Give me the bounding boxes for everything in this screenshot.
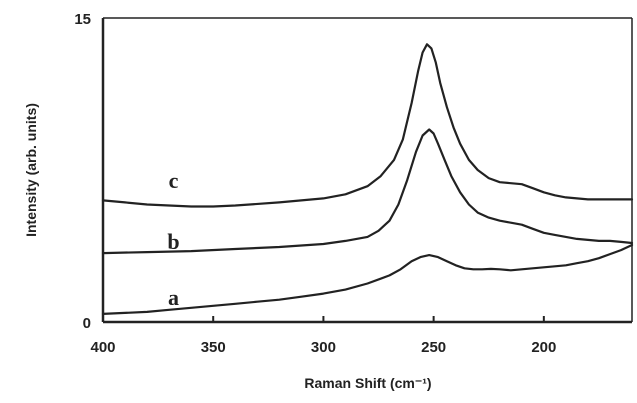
x-tick-label: 250 [421, 339, 446, 356]
x-tick-label: 350 [201, 339, 226, 356]
curve-labels: c b a [167, 168, 179, 310]
x-tick-label: 200 [531, 339, 556, 356]
x-tick-label: 400 [90, 339, 115, 356]
x-axis-title: Raman Shift (cm⁻¹) [304, 375, 431, 391]
y-axis-title: Intensity (arb. units) [23, 103, 39, 237]
y-tick-label: 15 [74, 11, 91, 28]
series-group [101, 43, 634, 315]
series-line-c [101, 43, 634, 208]
curve-label-c: c [169, 168, 179, 193]
x-tick-label: 300 [311, 339, 336, 356]
x-ticks: 400 350 300 250 200 [90, 316, 556, 356]
plot-frame [101, 17, 633, 324]
curve-label-b: b [167, 229, 179, 254]
series-line-a [101, 243, 634, 315]
series-line-b [101, 128, 634, 255]
y-tick-label: 0 [83, 315, 91, 332]
y-ticks: 0 15 [74, 11, 91, 332]
curve-label-a: a [168, 285, 179, 310]
